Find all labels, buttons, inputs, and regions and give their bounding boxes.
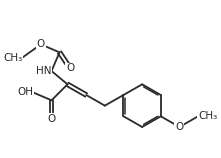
Text: O: O: [37, 39, 45, 49]
Text: CH₃: CH₃: [3, 53, 22, 63]
Text: O: O: [48, 114, 56, 124]
Text: OH: OH: [17, 87, 33, 97]
Text: O: O: [175, 122, 184, 132]
Text: HN: HN: [36, 66, 51, 76]
Text: CH₃: CH₃: [198, 111, 217, 121]
Text: O: O: [66, 63, 74, 73]
